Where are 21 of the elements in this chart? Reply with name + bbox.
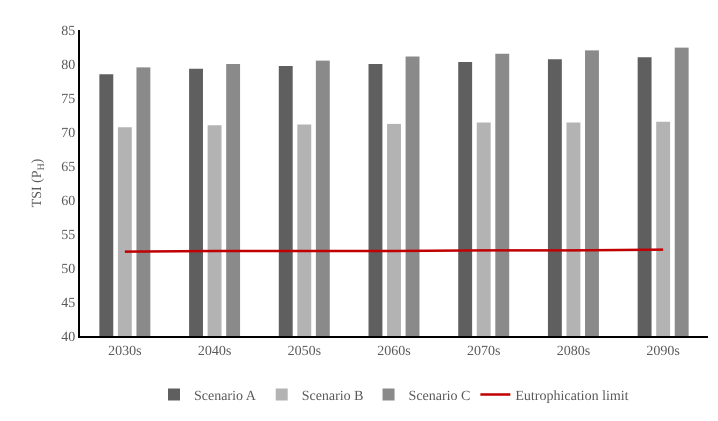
legend-label: Scenario C	[408, 388, 470, 404]
y-tick-label: 45	[61, 296, 76, 311]
y-tick-label: 75	[61, 92, 76, 107]
y-tick-label: 50	[61, 262, 76, 277]
x-tick-label: 2030s	[108, 344, 142, 359]
y-tick-label: 70	[61, 126, 76, 141]
x-tick-label: 2080s	[556, 344, 590, 359]
y-tick-label: 60	[61, 194, 76, 209]
y-tick-label: 55	[61, 228, 76, 243]
y-tick-label: 80	[61, 58, 76, 73]
y-tick-label: 65	[61, 160, 76, 175]
x-tick-label: 2050s	[288, 344, 322, 359]
x-tick-label: 2040s	[198, 344, 232, 359]
legend-label: Scenario A	[194, 388, 257, 404]
y-tick-label: 85	[61, 24, 76, 39]
y-tick-label: 40	[61, 330, 76, 345]
legend-label: Eutrophication limit	[515, 388, 629, 404]
x-tick-label: 2060s	[377, 344, 411, 359]
legend-label: Scenario B	[302, 388, 364, 404]
x-tick-label: 2090s	[646, 344, 680, 359]
x-tick-label: 2070s	[466, 344, 500, 359]
